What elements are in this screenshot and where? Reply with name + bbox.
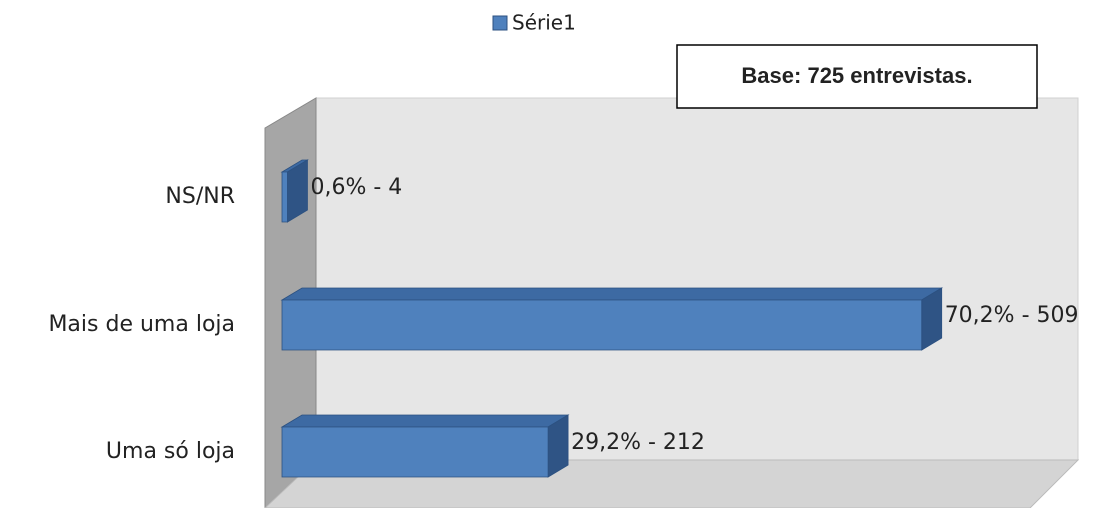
annotation-box xyxy=(676,44,1038,109)
bar-face xyxy=(280,414,570,428)
bar xyxy=(280,414,570,478)
category-label: NS/NR xyxy=(165,184,235,209)
value-label: 70,2% - 509 xyxy=(945,303,1079,328)
value-label: 29,2% - 212 xyxy=(571,430,705,455)
value-label: 0,6% - 4 xyxy=(310,175,402,200)
bar xyxy=(280,159,309,223)
bar xyxy=(280,287,944,351)
back-wall xyxy=(315,97,1079,461)
annotation: Base: 725 entrevistas. xyxy=(741,63,972,88)
bar-face xyxy=(280,287,944,301)
legend-label: Série1 xyxy=(512,11,576,35)
category-label: Mais de uma loja xyxy=(48,312,235,337)
bar-face xyxy=(281,426,549,478)
legend-swatch xyxy=(492,15,508,31)
bar-face xyxy=(281,299,923,351)
bar-face xyxy=(281,171,288,223)
category-label: Uma só loja xyxy=(106,439,235,464)
